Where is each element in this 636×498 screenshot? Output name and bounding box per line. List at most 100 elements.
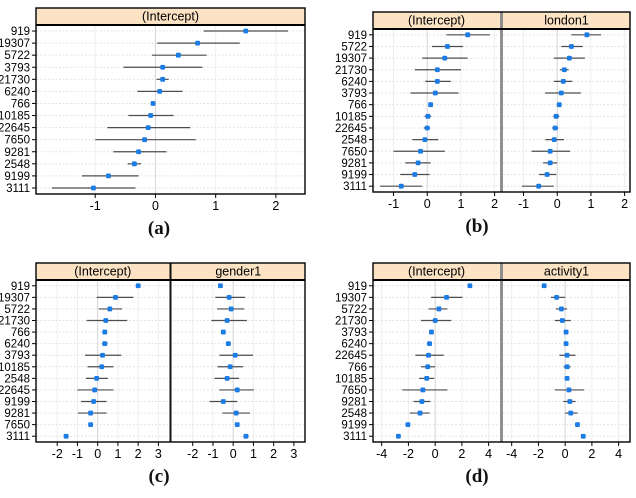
data-point [175, 52, 181, 58]
y-axis-label: 6240 [4, 86, 30, 98]
data-point [417, 410, 423, 416]
data-point [434, 78, 440, 84]
x-tick-label: 3 [155, 447, 162, 461]
data-point [91, 185, 96, 191]
plot-border [35, 262, 306, 443]
x-tick-label: -2 [52, 447, 63, 461]
figure-a: (a) 919 19307 5722 3793 21730 6240 766 10185 226… [0, 0, 318, 249]
strip-title: (Intercept) [408, 14, 465, 28]
data-point [228, 306, 234, 312]
y-axis-label: 2548 [4, 373, 30, 385]
data-point [150, 101, 156, 106]
y-axis-label: 5722 [341, 41, 367, 53]
y-axis-label: 10185 [335, 111, 367, 123]
y-axis-label: 919 [11, 26, 30, 38]
y-axis-label: 10185 [0, 362, 30, 374]
data-point [554, 294, 560, 300]
data-point [425, 364, 431, 370]
data-point [102, 341, 108, 347]
data-point [547, 160, 553, 166]
data-point [444, 294, 449, 300]
x-tick-label: 2 [588, 447, 595, 461]
y-axis-label: 766 [348, 362, 367, 374]
data-point [442, 55, 448, 61]
y-axis-label: 9199 [341, 170, 367, 182]
figure-d: (d) 919 19307 5722 21730 3793 6240 22645 766 101… [318, 249, 636, 498]
data-point [566, 55, 572, 61]
panel-divider [500, 263, 503, 442]
x-tick-label: 2 [135, 447, 142, 461]
data-point [88, 410, 94, 416]
plot-border [35, 7, 306, 195]
data-point [432, 90, 438, 96]
y-axis-label: 5722 [4, 50, 30, 62]
data-point [148, 113, 154, 118]
data-point [107, 306, 113, 312]
data-point [234, 422, 240, 428]
data-point [226, 294, 232, 300]
y-axis-label: 9281 [341, 158, 367, 170]
strip-title: (Intercept) [142, 10, 199, 24]
data-point [412, 172, 418, 177]
data-point [224, 375, 230, 381]
chart-canvas: 9195722193072173062403793766101852264525… [335, 11, 631, 211]
y-axis-label: 7650 [341, 385, 367, 397]
strip-title: gender1 [215, 265, 261, 279]
data-point [544, 172, 550, 177]
data-point [558, 90, 564, 96]
data-point [142, 137, 148, 143]
chart-canvas: 9191930757222173037936240226457661018576… [335, 262, 631, 461]
y-axis-label: 9199 [4, 397, 30, 409]
y-axis-label: 6240 [341, 76, 367, 88]
x-tick-label: -1 [90, 199, 101, 213]
y-axis-label: 6240 [4, 339, 30, 351]
data-point [94, 375, 100, 381]
data-point [131, 161, 137, 167]
x-tick-label: 0 [230, 447, 237, 461]
data-point [63, 433, 69, 439]
y-axis-label: 22645 [0, 123, 30, 135]
y-axis-label: 3111 [343, 431, 367, 443]
x-tick-label: 1 [114, 447, 121, 461]
data-point [418, 148, 423, 154]
x-tick-label: -1 [388, 197, 399, 211]
x-tick-label: -1 [72, 447, 83, 461]
data-point [88, 422, 94, 428]
y-axis-label: 6240 [341, 339, 367, 351]
data-point [429, 329, 434, 335]
data-point [445, 44, 450, 49]
data-point [157, 88, 163, 94]
data-point [220, 329, 226, 335]
x-tick-label: -1 [207, 447, 218, 461]
y-axis-label: 22645 [335, 350, 367, 362]
y-axis-label: 9281 [4, 408, 30, 420]
data-point [568, 410, 574, 416]
data-point [564, 375, 570, 381]
y-axis-label: 919 [11, 281, 30, 293]
y-axis-label: 21730 [335, 65, 367, 77]
x-tick-label: -4 [506, 447, 517, 461]
x-tick-label: 0 [152, 199, 159, 213]
panel-divider [169, 263, 172, 442]
chart-canvas: 9191930757223793217306240766101852264576… [0, 7, 306, 213]
y-axis-label: 5722 [4, 304, 30, 316]
data-point [99, 364, 105, 370]
data-point [113, 294, 118, 300]
data-point [428, 102, 434, 108]
data-point [106, 173, 111, 179]
y-axis-label: 3793 [4, 62, 30, 74]
y-axis-label: 7650 [341, 146, 367, 158]
data-point [420, 387, 426, 393]
data-point [560, 78, 566, 84]
y-axis-label: 7650 [4, 420, 30, 432]
figure-d-caption: (d) [465, 466, 489, 487]
figure-a-caption: (a) [147, 218, 171, 239]
data-point [227, 364, 233, 370]
data-point [136, 149, 141, 155]
y-axis-label: 9281 [4, 147, 30, 159]
strip-title: (Intercept) [74, 265, 131, 279]
data-point [195, 40, 201, 46]
y-axis-label: 919 [348, 30, 367, 42]
data-point [575, 422, 580, 428]
